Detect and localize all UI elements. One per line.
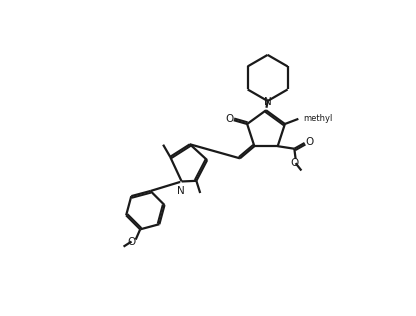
Text: N: N [177,185,185,196]
Text: N: N [265,97,272,107]
Text: methyl: methyl [303,114,332,123]
Text: O: O [127,236,136,246]
Text: O: O [290,158,298,168]
Text: O: O [225,114,233,124]
Text: O: O [305,137,313,147]
